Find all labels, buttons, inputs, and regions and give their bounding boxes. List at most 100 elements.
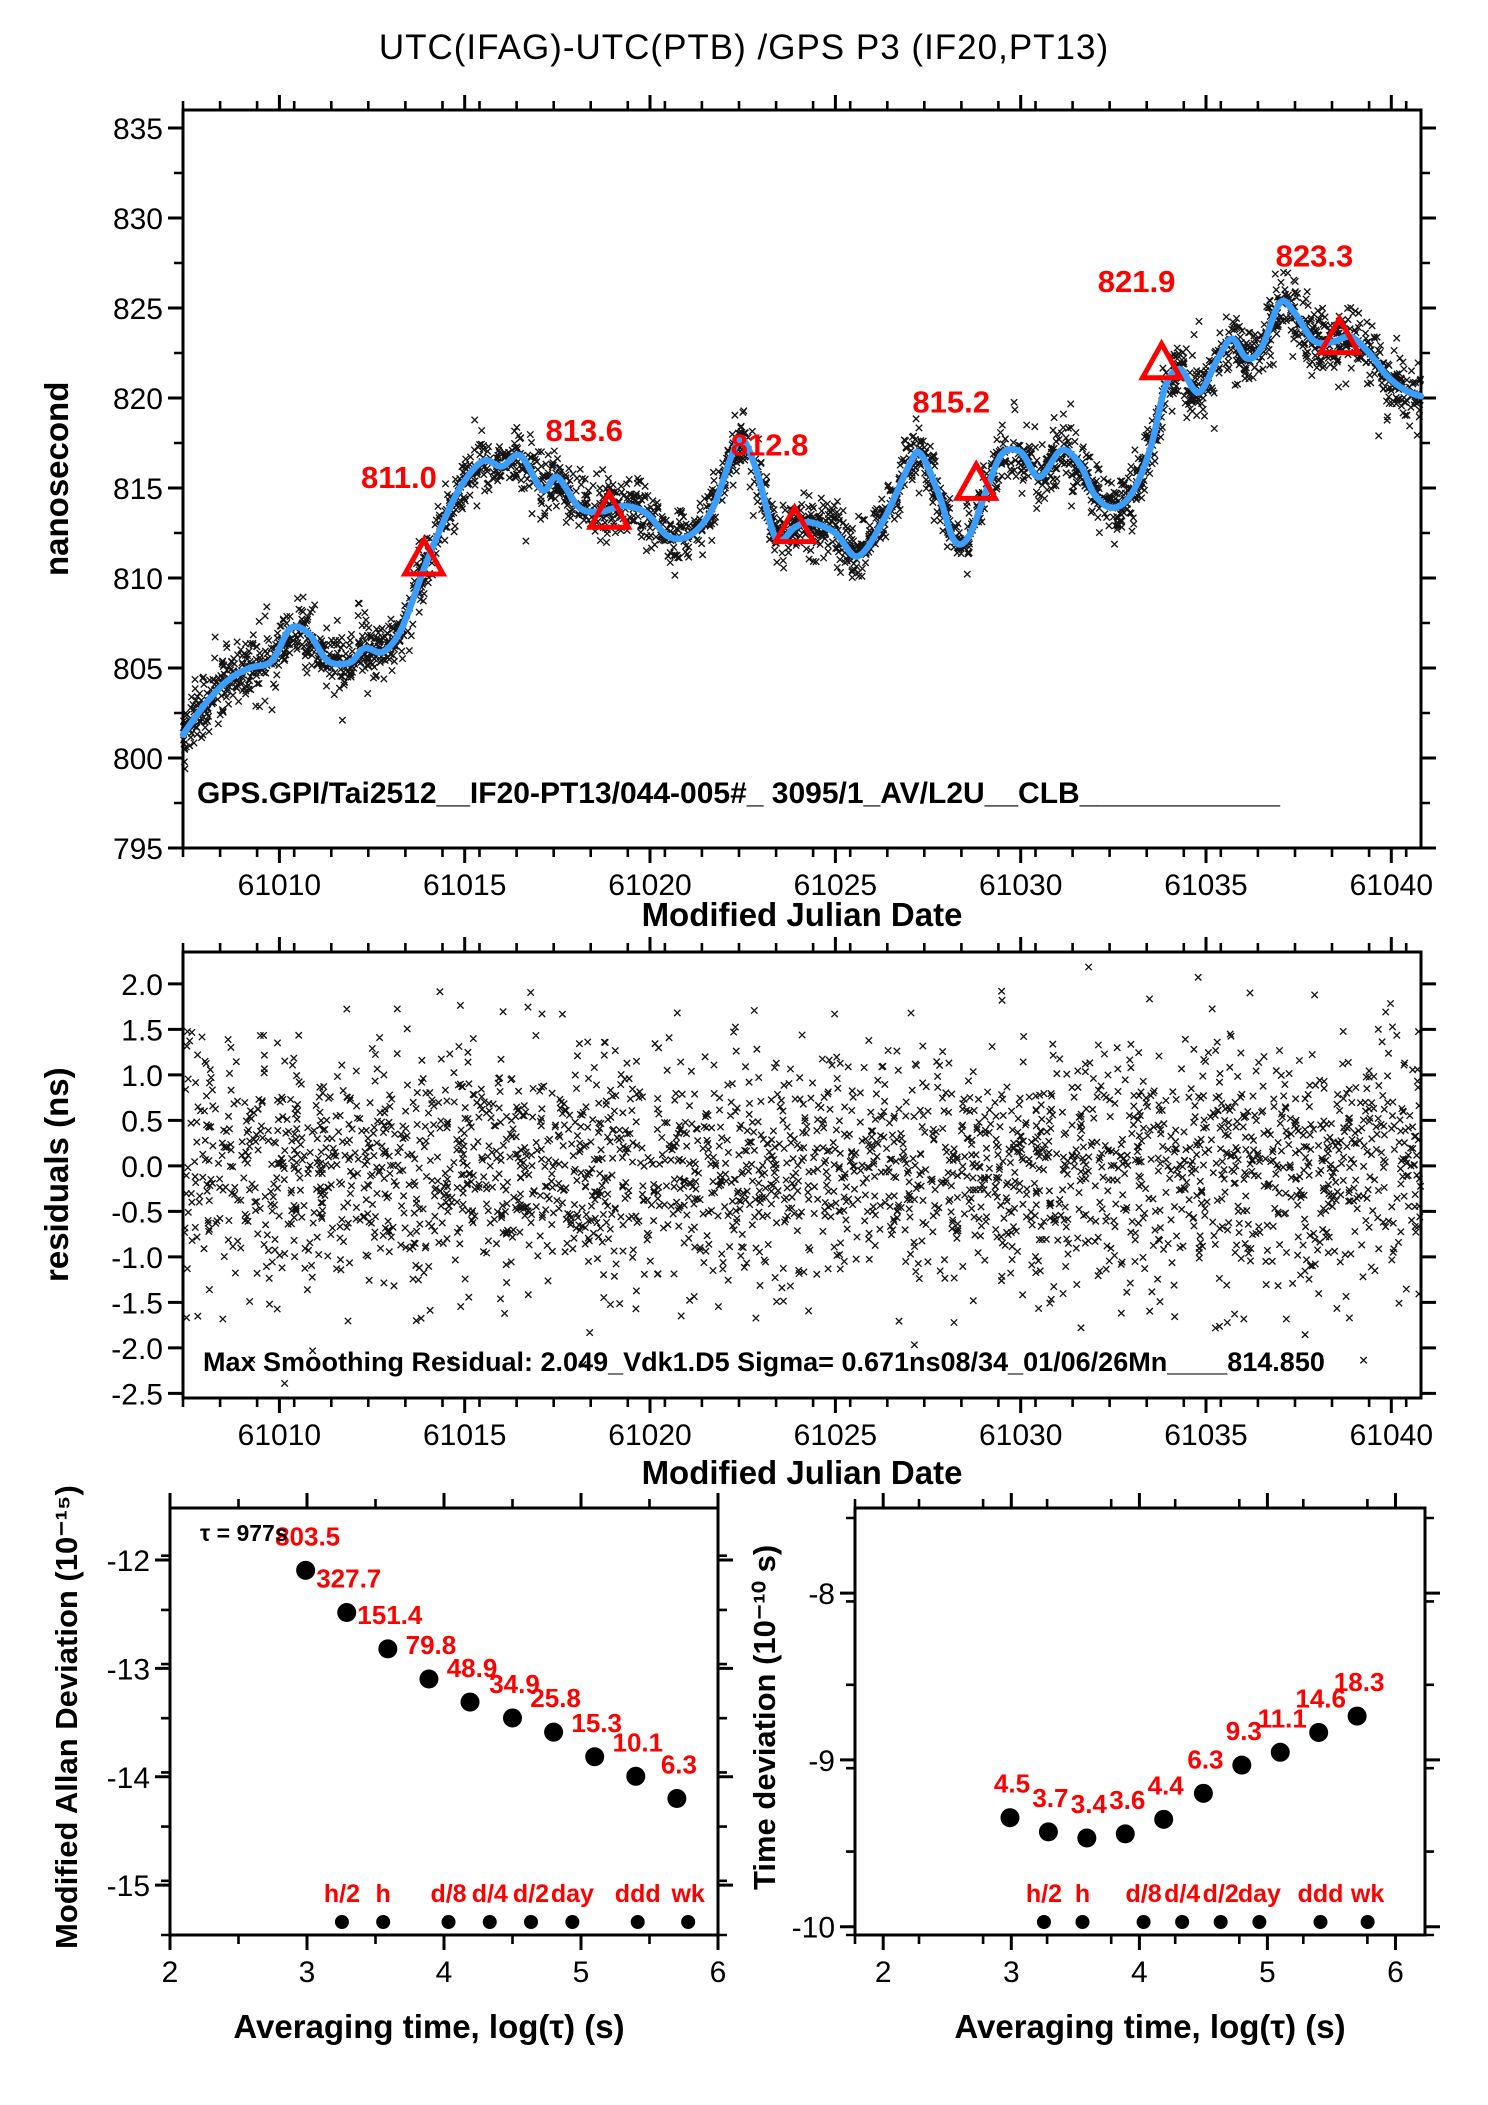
- mdev-time-marker-label: h/2: [324, 1880, 360, 1908]
- tdev-time-marker-dot: [1036, 1915, 1051, 1929]
- mdev-value-label: 25.8: [530, 1683, 581, 1713]
- mdev-time-marker-dot: [523, 1915, 538, 1929]
- tdev-value-label: 18.3: [1334, 1667, 1385, 1697]
- residuals-chart-annotation: Max Smoothing Residual: 2.049_Vdk1.D5 Si…: [203, 1347, 1325, 1377]
- tdev-value-label: 3.4: [1071, 1789, 1108, 1819]
- mdev-data-point: [378, 1639, 398, 1659]
- phase-xtick-label: 61035: [1164, 869, 1247, 902]
- tdev-time-marker-dot: [1213, 1915, 1228, 1929]
- tdev-data-point: [1309, 1722, 1329, 1742]
- residuals-xtick-label: 61040: [1350, 1419, 1433, 1452]
- mdev-xtick-label: 3: [299, 1956, 316, 1989]
- mdev-major-ticks: [155, 1493, 733, 1950]
- tdev-panel: 2 3 4 5 6 -8 -9 -10 4.5 3.7 3.4 3.6 4.46.39.311.114.…: [792, 1493, 1440, 1989]
- mdev-value-label: 15.3: [571, 1708, 622, 1738]
- tau-note: τ = 977s: [200, 1520, 288, 1546]
- smoothed-curve: [179, 297, 1425, 738]
- mdev-ytick-label: -12: [107, 1545, 150, 1578]
- mdev-data-point: [419, 1669, 439, 1689]
- tdev-time-marker-dot: [1360, 1915, 1375, 1929]
- residuals-ytick-label: 1.0: [121, 1060, 163, 1093]
- mdev-value-label: 6.3: [661, 1750, 697, 1780]
- interval-marker-label: 812.8: [731, 428, 809, 463]
- mdev-xtick-label: 4: [436, 1956, 453, 1989]
- phase-panel: 61010 61015 61020 61025 61030 61035 61040 795 80…: [113, 95, 1436, 902]
- residuals-xtick-label: 61010: [238, 1419, 321, 1452]
- mdev-data-point: [667, 1789, 687, 1809]
- residuals-ytick-label: -1.0: [111, 1242, 163, 1275]
- tdev-data-point: [1154, 1809, 1174, 1829]
- mdev-data-point: [503, 1708, 522, 1728]
- phase-ytick-label: 820: [113, 383, 163, 416]
- phase-frame: [181, 108, 1423, 850]
- mdev-value-label: 10.1: [612, 1727, 663, 1757]
- residuals-xtick-label: 61025: [794, 1419, 877, 1452]
- interval-marker-triangle: [585, 488, 633, 530]
- tdev-xaxis-title: Averaging time, log(τ) (s): [954, 2008, 1346, 2045]
- mdev-xtick-label: 6: [710, 1956, 727, 1989]
- tdev-data-point: [1193, 1783, 1213, 1803]
- mdev-panel: 2 3 4 5 6 -12 -13 -14 -15 803.5 327.7 151.479.848.9…: [107, 1493, 733, 1989]
- residuals-xtick-label: 61035: [1164, 1419, 1247, 1452]
- mdev-minor-ticks: [161, 1499, 727, 1944]
- mdev-value-label: 79.8: [406, 1630, 457, 1660]
- tdev-data-point: [1000, 1808, 1020, 1828]
- phase-ytick-label: 805: [113, 653, 163, 686]
- residuals-ytick-label: 0.0: [121, 1151, 163, 1184]
- mdev-time-marker-dot: [630, 1915, 645, 1929]
- phase-xtick-label: 61030: [979, 869, 1062, 902]
- phase-ytick-label: 830: [113, 203, 163, 236]
- residuals-ytick-label: 2.0: [121, 969, 163, 1002]
- mdev-time-marker-label: wk: [670, 1880, 704, 1908]
- tdev-xtick-label: 6: [1387, 1956, 1404, 1989]
- tdev-data-point: [1115, 1824, 1135, 1844]
- tdev-yaxis-title: Time deviation (10⁻¹⁰ s): [747, 1544, 782, 1891]
- tdev-time-marker-label: d/4: [1164, 1880, 1200, 1908]
- tdev-value-label: 4.5: [994, 1769, 1030, 1799]
- tdev-xtick-label: 5: [1259, 1956, 1276, 1989]
- mdev-yaxis-title: Modified Allan Deviation (10⁻¹⁵): [49, 1485, 84, 1950]
- residuals-ytick-label: 1.5: [121, 1014, 163, 1047]
- phase-xaxis-title: Modified Julian Date: [641, 896, 963, 933]
- residuals-ytick-label: 0.5: [121, 1105, 163, 1138]
- residuals-frame: [181, 950, 1423, 1400]
- residuals-xtick-label: 61015: [423, 1419, 506, 1452]
- tdev-data-point: [1232, 1755, 1252, 1775]
- tdev-value-label: 6.3: [1187, 1744, 1223, 1774]
- mdev-time-marker-label: d/4: [472, 1880, 508, 1908]
- tdev-xtick-label: 3: [1003, 1956, 1020, 1989]
- mdev-time-marker-dot: [565, 1915, 580, 1929]
- residuals-ytick-label: -2.5: [111, 1378, 163, 1411]
- tdev-minor-ticks: [846, 1499, 1434, 1944]
- interval-marker-label: 821.9: [1098, 264, 1176, 299]
- mdev-data-point: [626, 1766, 646, 1786]
- tdev-time-marker-label: d/8: [1126, 1880, 1162, 1908]
- tdev-value-label: 11.1: [1258, 1703, 1307, 1733]
- mdev-data-point: [296, 1560, 316, 1580]
- tdev-ytick-label: -9: [808, 1745, 835, 1778]
- tdev-frame: [853, 1506, 1427, 1937]
- tdev-time-marker-dot: [1136, 1915, 1151, 1929]
- mdev-time-marker-dot: [441, 1915, 456, 1929]
- residuals-ytick-label: -0.5: [111, 1196, 163, 1229]
- phase-xtick-label: 61010: [238, 869, 321, 902]
- residuals-xtick-label: 61030: [979, 1419, 1062, 1452]
- mdev-xtick-label: 2: [162, 1956, 179, 1989]
- mdev-xaxis-title: Averaging time, log(τ) (s): [233, 2008, 625, 2045]
- mdev-ytick-label: -13: [107, 1653, 150, 1686]
- tdev-time-marker-label: wk: [1350, 1880, 1384, 1908]
- tdev-time-marker-label: h: [1075, 1880, 1090, 1908]
- phase-minor-ticks: [174, 101, 1430, 857]
- phase-ytick-label: 815: [113, 473, 163, 506]
- residuals-scatter-points: [180, 963, 1425, 1388]
- mdev-value-label: 327.7: [316, 1564, 381, 1594]
- tdev-data-point: [1347, 1706, 1367, 1726]
- tdev-time-marker-dot: [1252, 1915, 1267, 1929]
- tdev-value-label: 9.3: [1226, 1716, 1262, 1746]
- tdev-data-point: [1077, 1828, 1097, 1848]
- interval-marker-label: 815.2: [912, 384, 990, 419]
- mdev-time-marker-label: h: [376, 1880, 391, 1908]
- phase-ytick-label: 810: [113, 563, 163, 596]
- phase-chart-annotation: GPS.GPI/Tai2512__IF20-PT13/044-005#_ 309…: [197, 777, 1280, 810]
- interval-marker-triangle: [1316, 313, 1363, 356]
